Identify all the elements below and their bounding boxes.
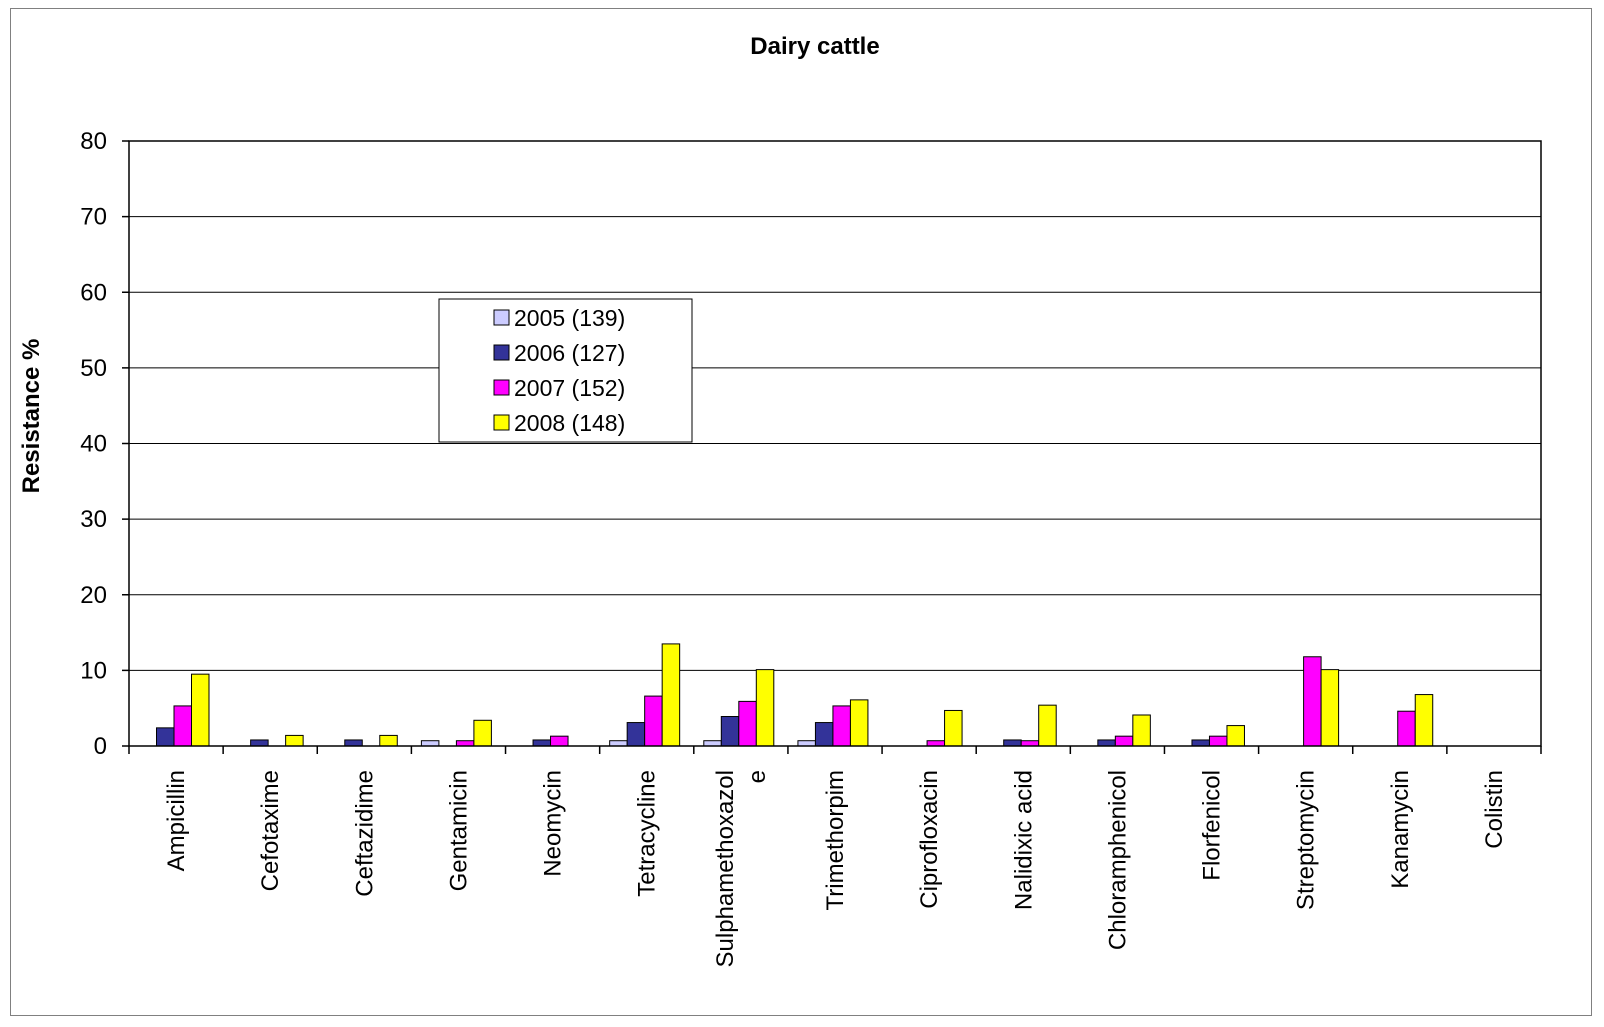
bar bbox=[644, 695, 663, 747]
legend-swatch bbox=[493, 414, 510, 431]
x-category-label: Tetracycline bbox=[634, 770, 661, 897]
bar bbox=[661, 643, 681, 747]
y-tick-label: 10 bbox=[80, 657, 107, 684]
gridlines bbox=[129, 140, 1541, 671]
bar bbox=[1003, 739, 1022, 747]
x-category-label: Nalidixic acid bbox=[1010, 770, 1037, 910]
legend-swatch bbox=[493, 344, 510, 361]
y-axis-label: Resistance % bbox=[18, 339, 45, 494]
bar bbox=[379, 734, 398, 747]
bar bbox=[1320, 669, 1340, 747]
chart-frame bbox=[10, 8, 1592, 1016]
bar bbox=[755, 669, 775, 747]
bar bbox=[797, 740, 816, 747]
legend-label: 2006 (127) bbox=[514, 340, 625, 366]
x-category-label: e bbox=[744, 770, 771, 783]
y-tick-label: 50 bbox=[80, 355, 107, 382]
x-category-label: Ciprofloxacin bbox=[916, 770, 943, 909]
x-category-label: Sulphamethoxazol bbox=[712, 770, 739, 967]
legend-swatch bbox=[493, 309, 510, 326]
bar bbox=[926, 740, 946, 747]
y-tick-label: 20 bbox=[80, 582, 107, 609]
legend: 2005 (139) 2006 (127) 2007 (152) 2008 (148) bbox=[438, 298, 693, 443]
bar bbox=[1191, 739, 1210, 747]
bar bbox=[944, 709, 963, 747]
bar bbox=[420, 740, 440, 747]
x-category-label: Cefotaxime bbox=[257, 770, 284, 891]
bar bbox=[1208, 735, 1228, 747]
chart-title: Dairy cattle bbox=[750, 33, 879, 60]
bar bbox=[344, 739, 363, 747]
bar bbox=[473, 719, 492, 747]
bar bbox=[626, 722, 646, 747]
bar bbox=[1397, 710, 1416, 747]
axes bbox=[122, 140, 1542, 754]
bar bbox=[250, 739, 269, 747]
x-category-label: Neomycin bbox=[540, 770, 567, 877]
bar bbox=[173, 705, 192, 747]
bar bbox=[1038, 704, 1057, 747]
y-tick-label: 80 bbox=[80, 128, 107, 155]
bar bbox=[455, 740, 475, 747]
y-tick-label: 30 bbox=[80, 506, 107, 533]
y-tick-label: 0 bbox=[94, 733, 107, 760]
x-category-label: Colistin bbox=[1481, 770, 1508, 849]
bar bbox=[814, 722, 834, 747]
x-category-label: Florfenicol bbox=[1199, 770, 1226, 881]
y-tick-label: 70 bbox=[80, 204, 107, 231]
bar bbox=[738, 700, 757, 747]
y-tick-labels: 0 10 20 30 40 50 60 70 80 bbox=[80, 128, 107, 760]
bar bbox=[1414, 694, 1434, 747]
bar bbox=[1303, 656, 1322, 747]
legend-box bbox=[438, 298, 693, 443]
bar bbox=[1020, 740, 1040, 747]
bar bbox=[1114, 735, 1134, 747]
bar bbox=[191, 673, 210, 747]
x-category-labels: Ampicillin Cefotaxime Ceftazidime Gentamici… bbox=[163, 770, 1508, 967]
x-category-label: Trimethorpim bbox=[822, 770, 849, 910]
bar bbox=[550, 735, 569, 747]
x-category-label: Kanamycin bbox=[1387, 770, 1414, 889]
bar bbox=[1226, 725, 1245, 747]
bar bbox=[285, 734, 304, 747]
x-category-label: Ceftazidime bbox=[351, 770, 378, 897]
legend-label: 2005 (139) bbox=[514, 305, 625, 331]
bar bbox=[1097, 739, 1116, 747]
y-tick-label: 60 bbox=[80, 279, 107, 306]
y-tick-label: 40 bbox=[80, 431, 107, 458]
bar bbox=[703, 740, 722, 747]
bar bbox=[849, 699, 869, 747]
legend-swatch bbox=[493, 379, 510, 396]
legend-label: 2007 (152) bbox=[514, 375, 625, 401]
bar bbox=[156, 727, 175, 747]
x-category-label: Gentamicin bbox=[445, 770, 472, 891]
bar bbox=[1132, 714, 1151, 747]
bar bbox=[832, 705, 851, 747]
legend-label: 2008 (148) bbox=[514, 410, 625, 436]
x-category-label: Chloramphenicol bbox=[1104, 770, 1131, 950]
bar bbox=[720, 716, 740, 747]
x-category-label: Ampicillin bbox=[163, 770, 190, 871]
bar bbox=[532, 739, 552, 747]
x-category-label: Streptomycin bbox=[1293, 770, 1320, 910]
bar bbox=[609, 740, 628, 747]
bars bbox=[156, 643, 1434, 747]
